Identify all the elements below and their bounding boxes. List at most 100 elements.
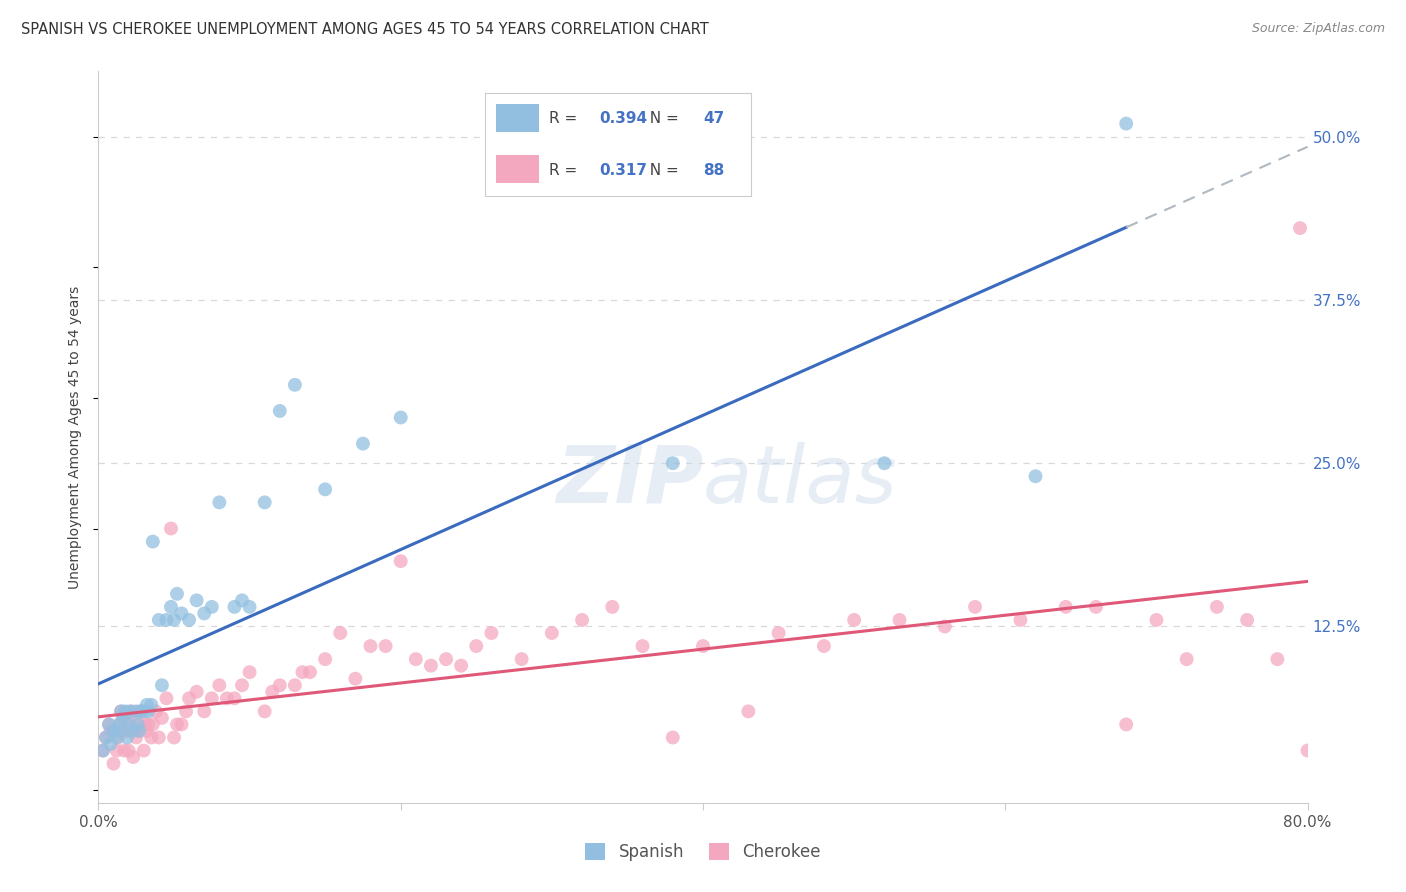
Point [148, 731, 170, 745]
Point [122, 750, 145, 764]
Point [1085, 599, 1108, 614]
Point [284, 678, 307, 692]
Point [1010, 613, 1032, 627]
Point [450, 658, 472, 673]
Point [103, 756, 125, 771]
Y-axis label: Unemployment Among Ages 45 to 54 years: Unemployment Among Ages 45 to 54 years [69, 285, 83, 589]
Point [352, 436, 374, 450]
Point [768, 626, 790, 640]
Text: SPANISH VS CHEROKEE UNEMPLOYMENT AMONG AGES 45 TO 54 YEARS CORRELATION CHART: SPANISH VS CHEROKEE UNEMPLOYMENT AMONG A… [21, 22, 709, 37]
Point [465, 639, 488, 653]
Point [934, 619, 956, 633]
Point [510, 652, 533, 666]
Point [329, 626, 352, 640]
Point [1175, 652, 1198, 666]
Point [481, 626, 503, 640]
Point [314, 483, 336, 497]
Point [108, 717, 131, 731]
Point [148, 613, 170, 627]
Point [115, 731, 138, 745]
Point [602, 599, 624, 614]
Point [405, 652, 427, 666]
Point [155, 691, 177, 706]
Point [186, 685, 208, 699]
Point [360, 639, 382, 653]
Point [128, 723, 150, 738]
Point [105, 743, 128, 757]
Point [112, 743, 135, 757]
Point [98, 717, 121, 731]
Point [142, 717, 165, 731]
Point [170, 717, 193, 731]
Point [737, 705, 759, 719]
Point [100, 723, 122, 738]
Point [120, 705, 142, 719]
Point [129, 705, 152, 719]
Point [120, 711, 142, 725]
Point [844, 613, 866, 627]
Point [889, 613, 911, 627]
Point [193, 705, 215, 719]
Point [1054, 599, 1077, 614]
Point [163, 731, 186, 745]
Point [136, 705, 159, 719]
Point [231, 678, 253, 692]
Text: atlas: atlas [703, 442, 898, 520]
Point [100, 737, 122, 751]
Point [163, 613, 186, 627]
Point [114, 717, 136, 731]
Point [94, 731, 117, 745]
Point [132, 743, 155, 757]
Point [142, 534, 165, 549]
Point [215, 691, 238, 706]
Point [118, 717, 141, 731]
Point [134, 717, 156, 731]
Point [125, 705, 148, 719]
Point [110, 705, 132, 719]
Point [1236, 613, 1258, 627]
Point [121, 705, 143, 719]
Point [661, 456, 683, 470]
Point [118, 743, 141, 757]
Point [150, 711, 173, 725]
Point [105, 731, 128, 745]
Point [170, 607, 193, 621]
Point [253, 495, 276, 509]
Point [262, 685, 284, 699]
Point [193, 607, 215, 621]
Point [269, 404, 291, 418]
Point [114, 705, 136, 719]
Point [179, 691, 201, 706]
Point [111, 711, 134, 725]
Point [1115, 717, 1137, 731]
Point [374, 639, 396, 653]
Point [186, 593, 208, 607]
Point [224, 599, 246, 614]
Point [145, 705, 167, 719]
Point [314, 652, 336, 666]
Point [115, 723, 138, 738]
Legend: Spanish, Cherokee: Spanish, Cherokee [578, 836, 828, 868]
Point [1206, 599, 1229, 614]
Point [166, 717, 188, 731]
Point [103, 723, 125, 738]
Point [344, 672, 367, 686]
Point [132, 705, 155, 719]
Point [208, 678, 231, 692]
Point [269, 678, 291, 692]
Point [239, 599, 262, 614]
Point [135, 698, 157, 712]
Point [540, 626, 562, 640]
Point [1115, 117, 1137, 131]
Point [692, 639, 714, 653]
Point [389, 554, 412, 568]
Point [813, 639, 835, 653]
Point [224, 691, 246, 706]
Point [91, 743, 114, 757]
Point [965, 599, 987, 614]
Point [91, 743, 114, 757]
Point [107, 723, 129, 738]
Point [873, 456, 896, 470]
Point [661, 731, 683, 745]
Point [1144, 613, 1167, 627]
